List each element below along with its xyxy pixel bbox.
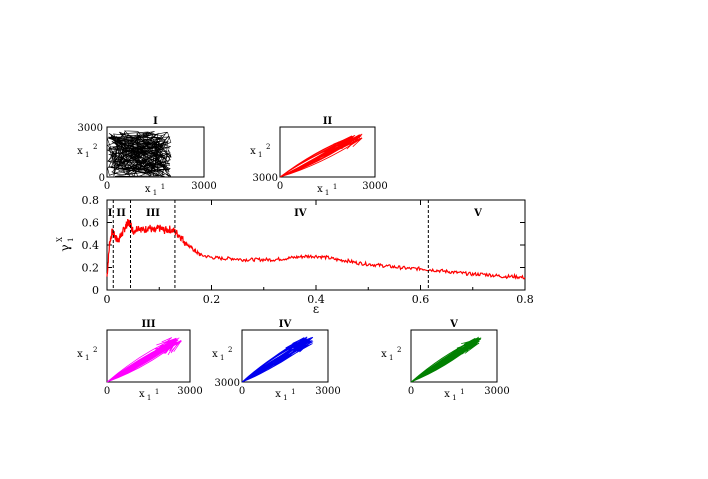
inset-ylabel-sup: 2 (397, 346, 401, 354)
inset-ylabel-x: x (250, 146, 256, 157)
main-series-line (106, 218, 526, 280)
inset-frame (241, 329, 329, 383)
inset-xtick-min: 0 (277, 181, 283, 192)
inset-frame (106, 126, 205, 178)
inset-xtick-max: 3000 (362, 181, 387, 192)
inset-ylabel: x 12 (212, 346, 232, 362)
y-tick-label: 0.8 (82, 194, 100, 207)
inset-ytick-min: 3000 (215, 378, 240, 389)
inset-ylabel-sup: 2 (93, 346, 97, 354)
x-tick-label: 0 (104, 293, 111, 306)
y-axis-label-sup: X (56, 237, 64, 242)
inset-ylabel: x 12 (381, 346, 401, 362)
inset-ylabel-sup: 2 (266, 143, 270, 151)
inset-xlabel-sup: 1 (155, 388, 159, 396)
inset-frame (106, 329, 191, 383)
inset-xlabel-sub: 1 (147, 394, 151, 402)
region-label-II: II (116, 208, 126, 219)
inset-trajectory (106, 337, 182, 383)
inset-ytick-max: 3000 (78, 123, 103, 134)
inset-ylabel-x: x (77, 349, 83, 360)
y-tick-label: 0 (92, 284, 99, 297)
inset-ytick-min: 3000 (253, 173, 278, 184)
inset-xlabel-sup: 1 (460, 388, 464, 396)
region-label-I: I (108, 208, 113, 219)
inset-xlabel-sub: 1 (452, 394, 456, 402)
inset-ylabel-x: x (381, 349, 387, 360)
x-tick-label: 0.8 (516, 293, 534, 306)
inset-xlabel-x: x (139, 389, 145, 400)
y-axis-label-symbol: γ (58, 244, 72, 251)
inset-ylabel-sup: 2 (228, 346, 232, 354)
inset-xlabel-sup: 1 (291, 388, 295, 396)
inset-frame (279, 126, 376, 178)
inset-trajectory (106, 130, 172, 178)
inset-frame (410, 329, 498, 383)
inset-xlabel: x 11 (275, 388, 295, 402)
inset-ylabel-sup: 2 (93, 143, 97, 151)
inset-xtick-min: 0 (239, 386, 245, 397)
inset-title: I (153, 116, 158, 127)
inset-trajectory (279, 133, 363, 178)
inset-ylabel-sub: 1 (85, 354, 89, 362)
inset-xtick-min: 0 (408, 386, 414, 397)
inset-title: IV (279, 319, 292, 330)
y-tick-label: 0.4 (82, 239, 100, 252)
inset-xlabel-x: x (275, 389, 281, 400)
x-tick-label: 0.4 (307, 293, 325, 306)
inset-xtick-min: 0 (104, 386, 110, 397)
inset-trajectory (241, 336, 314, 383)
inset-xlabel-sub: 1 (283, 394, 287, 402)
inset-ylabel-x: x (77, 146, 83, 157)
inset-xlabel-sup: 1 (161, 183, 165, 191)
inset-xlabel: x 11 (145, 183, 165, 197)
inset-xtick-max: 3000 (191, 181, 216, 192)
inset-ylabel-sub: 1 (389, 354, 393, 362)
inset-ylabel-sub: 1 (220, 354, 224, 362)
y-axis-label: γX 1 (56, 237, 75, 252)
x-tick-label: 0.2 (203, 293, 221, 306)
inset-trajectory (410, 336, 482, 383)
inset-xlabel: x 11 (444, 388, 464, 402)
inset-xlabel: x 11 (317, 183, 337, 197)
inset-ylabel-x: x (212, 349, 218, 360)
y-tick-label: 0.6 (82, 217, 100, 230)
x-tick-label: 0.6 (412, 293, 430, 306)
inset-ylabel: x 12 (250, 143, 270, 159)
inset-xlabel-x: x (444, 389, 450, 400)
inset-ylabel-sub: 1 (85, 151, 89, 159)
inset-ylabel: x 12 (77, 346, 97, 362)
y-axis-label-sub: 1 (67, 238, 75, 242)
y-tick-label: 0.2 (82, 262, 100, 275)
region-label-III: III (146, 208, 160, 219)
inset-xlabel-sub: 1 (153, 189, 157, 197)
region-label-V: V (473, 208, 482, 219)
main-plot-frame (106, 199, 526, 291)
inset-xlabel-sub: 1 (325, 189, 329, 197)
inset-ylabel-sub: 1 (258, 151, 262, 159)
inset-xlabel-sup: 1 (333, 183, 337, 191)
x-axis-label: ε (313, 302, 319, 316)
inset-ytick-min: 0 (99, 173, 105, 184)
inset-title: V (449, 319, 458, 330)
inset-title: II (323, 116, 333, 127)
inset-xtick-max: 3000 (484, 386, 509, 397)
inset-xtick-min: 0 (104, 181, 110, 192)
inset-xtick-max: 3000 (315, 386, 340, 397)
region-label-IV: IV (294, 208, 307, 219)
inset-xlabel-x: x (145, 184, 151, 195)
inset-xtick-max: 3000 (177, 386, 202, 397)
inset-xlabel-x: x (317, 184, 323, 195)
inset-title: III (141, 319, 155, 330)
inset-xlabel: x 11 (139, 388, 159, 402)
inset-ylabel: x 12 (77, 143, 97, 159)
